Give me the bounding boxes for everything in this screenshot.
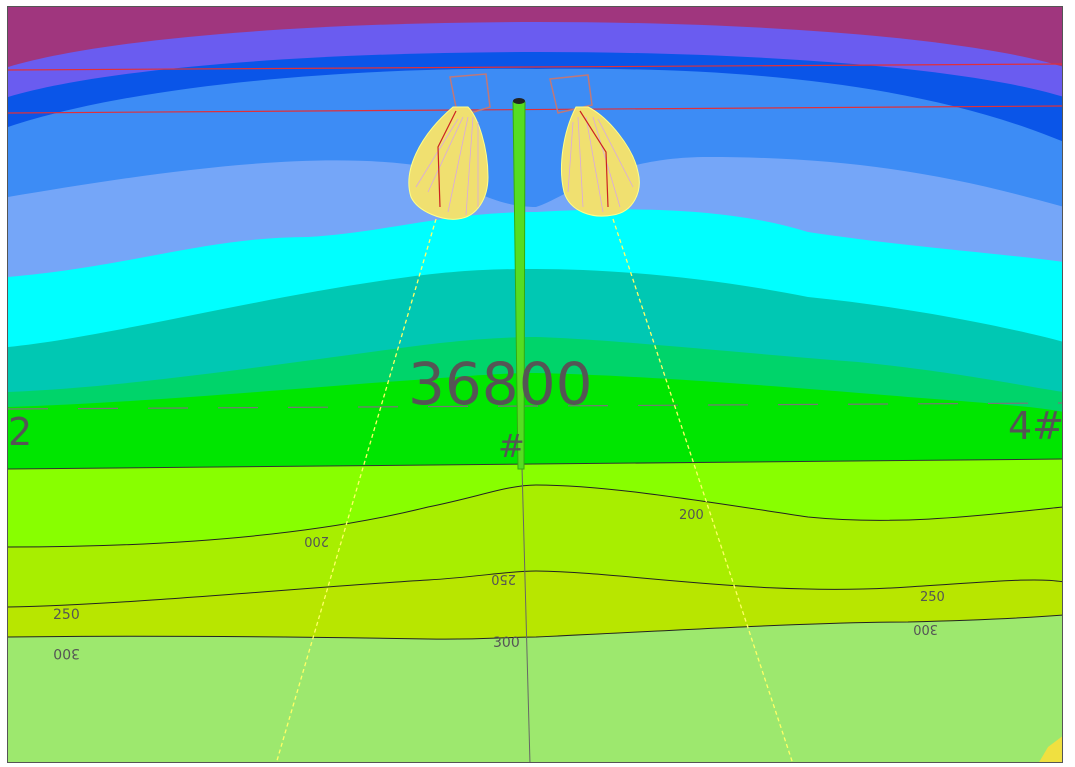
pole-number-label: 36800 [408, 350, 593, 418]
beam-line-left [275, 218, 437, 762]
contour-label: 300 [493, 635, 520, 651]
contour-label: 200 [304, 533, 329, 548]
contour-label: 300 [53, 645, 80, 661]
red-guide-line-1 [8, 63, 1062, 71]
illuminance-scene: 36800 # 2 4# 200 250 250 300 300 200 250… [8, 7, 1063, 762]
contour-label: 250 [491, 571, 516, 586]
contour-label: 250 [53, 607, 80, 623]
beam-line-right [612, 218, 794, 762]
band-green [8, 373, 1062, 472]
lighting-viewport[interactable]: 36800 # 2 4# 200 250 250 300 300 200 250… [7, 6, 1063, 763]
corner-highlight [1039, 736, 1062, 762]
pole-top-cap [513, 98, 525, 104]
contour-label: 300 [913, 621, 938, 636]
contour-label: 200 [679, 508, 704, 523]
luminaire-left[interactable] [408, 73, 491, 220]
contour-label: 250 [920, 590, 945, 605]
dashed-reference-line [8, 402, 1062, 410]
left-edge-label: 2 [8, 410, 32, 454]
luminaire-right[interactable] [549, 74, 640, 217]
pole-suffix-label: # [498, 427, 525, 465]
red-guide-line-2 [8, 105, 1062, 114]
band-pale-green-300 [8, 615, 1062, 762]
center-line [521, 466, 531, 762]
band-lime-200 [8, 485, 1062, 607]
right-edge-label: 4# [1008, 404, 1063, 448]
contour-upper [8, 458, 1062, 470]
contour-250 [8, 570, 1062, 608]
contour-200 [8, 484, 1062, 548]
contour-300 [8, 614, 1062, 640]
